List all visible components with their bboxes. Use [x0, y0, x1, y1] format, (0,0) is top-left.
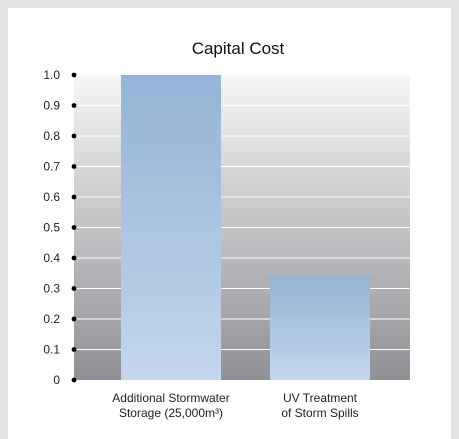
y-axis: 0 0.1 0.2 0.3 0.4 0.5 0.6 0.7 0.8 0.9 1.0 — [43, 68, 77, 387]
y-tick-mark — [71, 255, 77, 261]
y-tick-mark — [71, 347, 77, 352]
y-tick-label: 0.5 — [43, 221, 60, 235]
y-tick-label: 0.6 — [43, 190, 60, 204]
y-tick-label: 0.1 — [43, 343, 60, 357]
x-category-label: of Storm Spills — [281, 406, 358, 420]
bars — [121, 75, 370, 380]
x-category-label: Additional Stormwater — [112, 391, 229, 405]
y-tick-mark — [71, 103, 77, 108]
y-tick-label: 0.7 — [43, 160, 60, 174]
y-tick-mark — [71, 286, 77, 291]
bar — [270, 276, 370, 380]
chart-title: Capital Cost — [192, 39, 285, 58]
bar — [121, 75, 221, 380]
capital-cost-chart: Capital Cost 0 0.1 0.2 0.3 0.4 0.5 0.6 0.7 0.8 0.… — [43, 39, 410, 420]
y-tick-mark — [71, 194, 77, 200]
x-category-label: UV Treatment — [283, 391, 358, 405]
y-tick-mark — [71, 377, 77, 383]
y-tick-mark — [71, 164, 77, 169]
y-tick-mark — [71, 316, 77, 322]
chart-card: Capital Cost 0 0.1 0.2 0.3 0.4 0.5 0.6 0.7 0.8 0.… — [8, 8, 451, 439]
y-tick-label: 0.9 — [43, 99, 60, 113]
x-category-label: Storage (25,000m³) — [119, 406, 223, 420]
y-tick-label: 0.2 — [43, 312, 60, 326]
y-tick-label: 0.4 — [43, 251, 60, 265]
y-tick-label: 0.3 — [43, 282, 60, 296]
y-tick-mark — [71, 72, 77, 78]
y-tick-label: 0.8 — [43, 129, 60, 143]
y-tick-mark — [71, 133, 77, 139]
y-tick-label: 0 — [53, 373, 60, 387]
y-tick-label: 1.0 — [43, 68, 60, 82]
y-tick-mark — [71, 225, 77, 230]
